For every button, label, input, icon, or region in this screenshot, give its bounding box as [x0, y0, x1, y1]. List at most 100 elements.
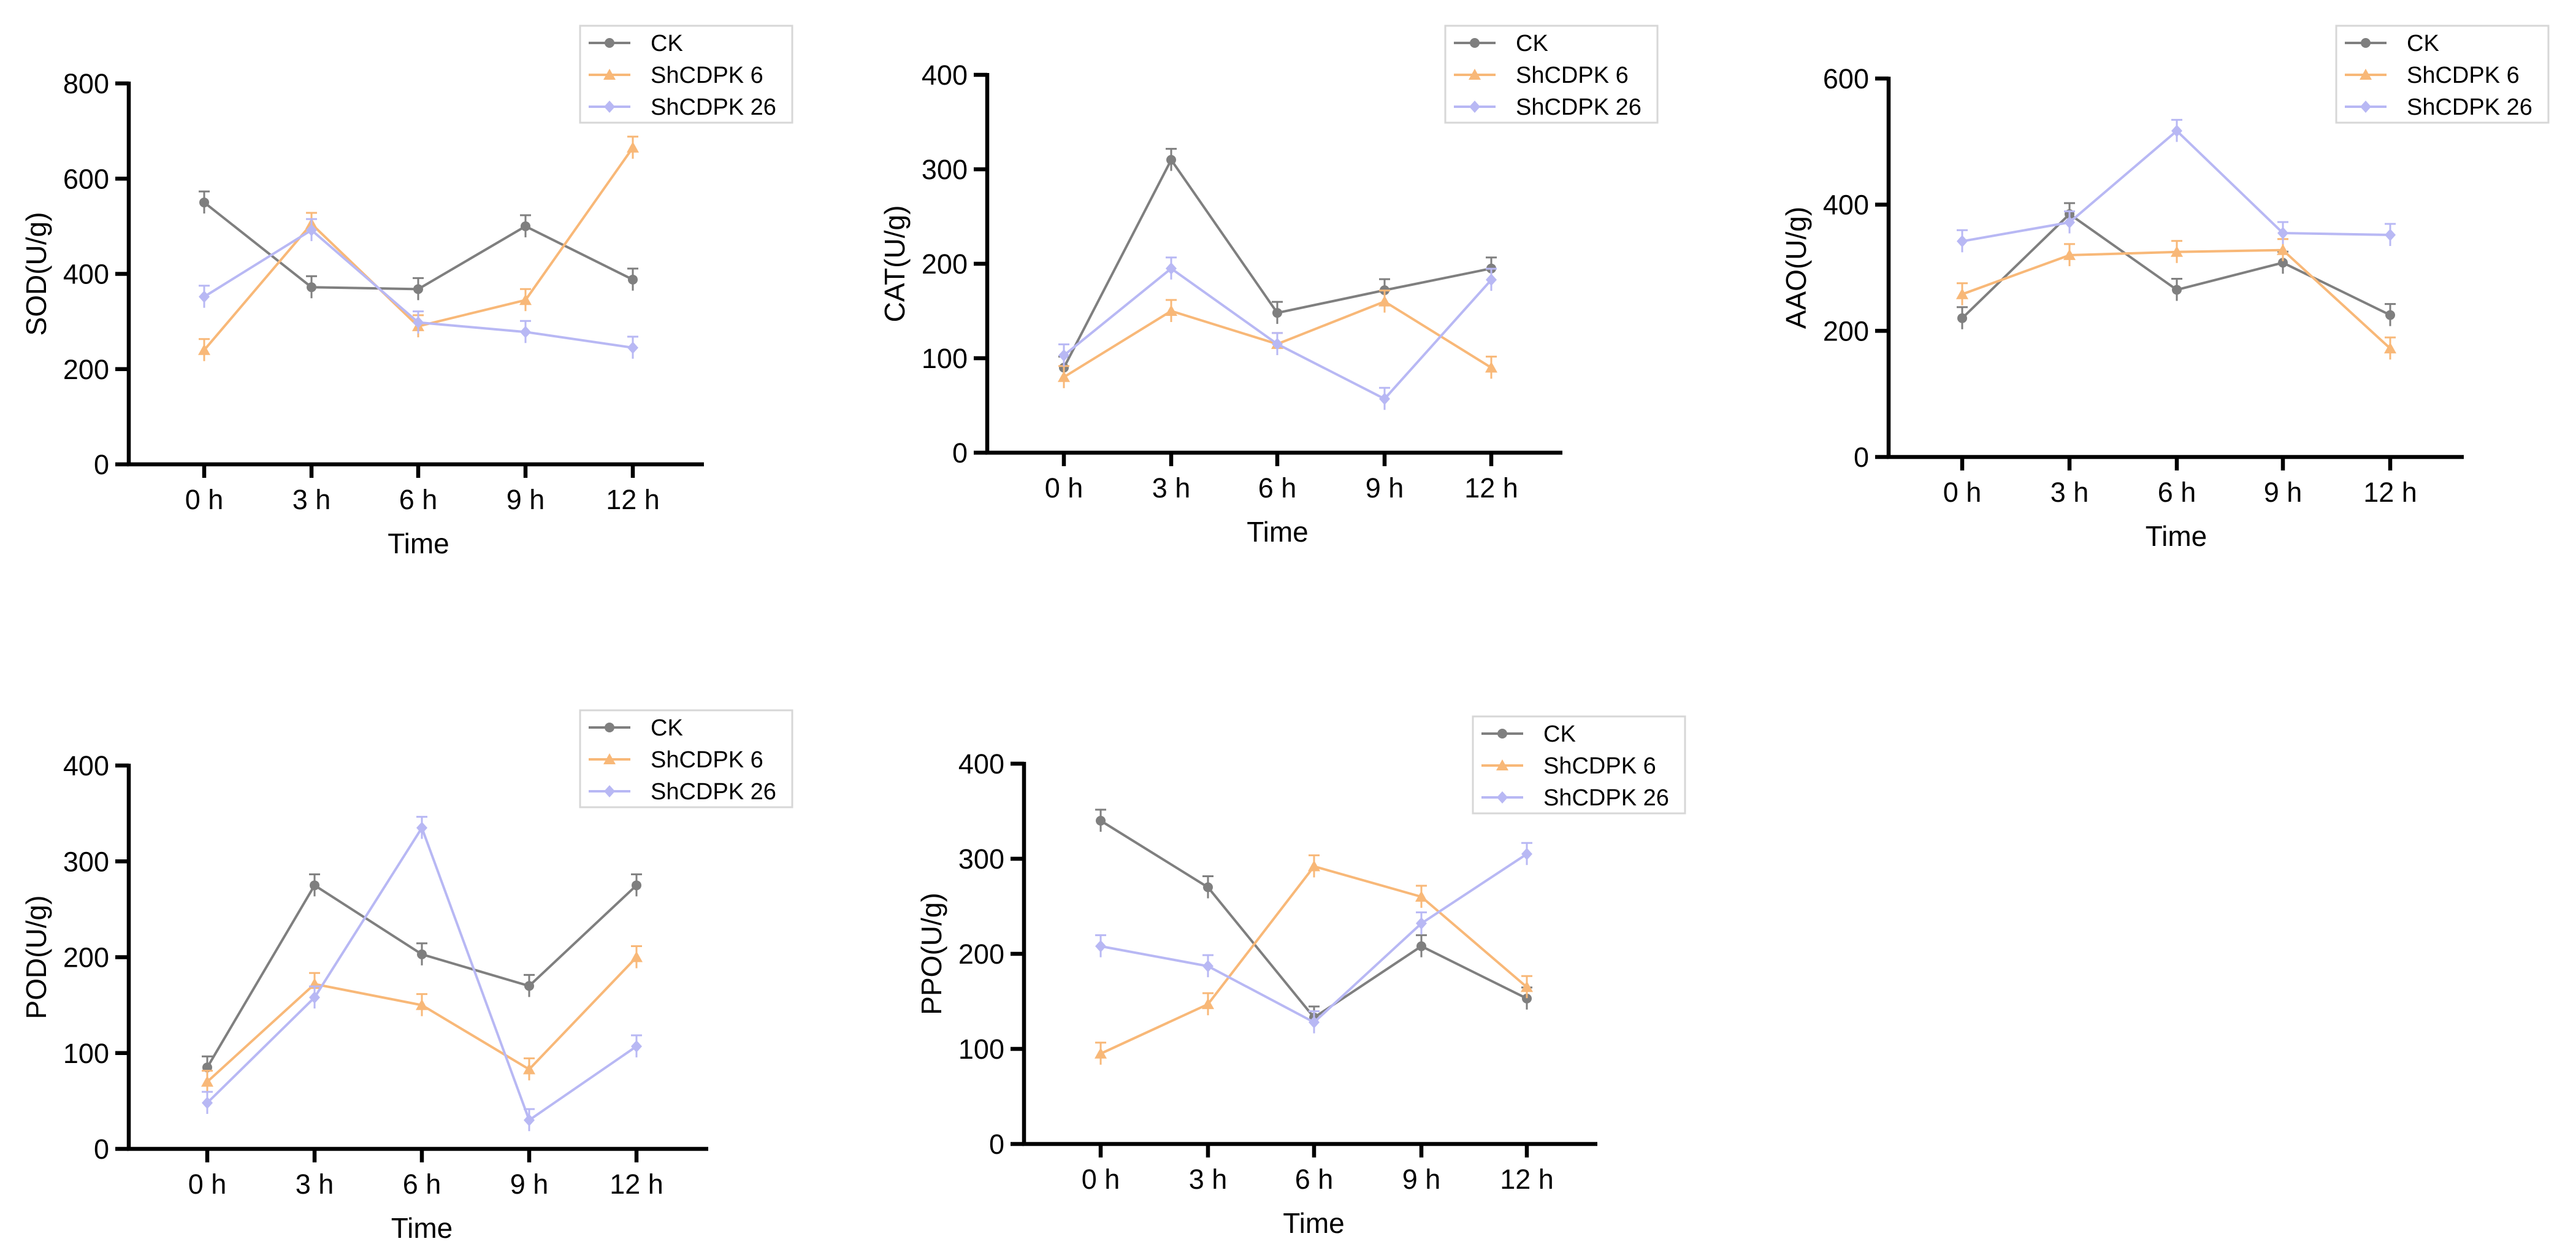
x-tick-label: 0 h	[188, 1169, 227, 1200]
data-point	[1416, 941, 1426, 951]
data-point	[519, 294, 532, 305]
data-point	[1058, 370, 1070, 382]
data-point	[417, 949, 427, 959]
legend-label: ShCDPK 6	[1543, 753, 1656, 779]
y-tick-label: 100	[958, 1034, 1004, 1065]
legend-label: CK	[651, 715, 683, 741]
data-point	[1521, 981, 1533, 992]
data-point	[1203, 882, 1213, 892]
data-point	[2385, 229, 2396, 242]
x-tick-label: 9 h	[1366, 472, 1404, 504]
legend-swatch-marker	[604, 101, 615, 113]
data-point	[2384, 342, 2396, 354]
data-point	[524, 981, 534, 991]
legend-swatch-marker	[1469, 69, 1481, 80]
x-tick-label: 6 h	[403, 1169, 441, 1200]
chart-panel-4: 0 100 200 300 400 0 h 3 h 6 h 9 h 12 h Time POD(U/g…	[20, 709, 793, 1244]
data-point	[2171, 245, 2183, 257]
legend-swatch-marker	[1497, 791, 1508, 804]
y-tick-label: 100	[922, 343, 968, 374]
legend-label: ShCDPK 26	[1516, 94, 1642, 120]
data-point	[627, 141, 639, 153]
y-tick-label: 800	[63, 68, 109, 99]
x-tick-label: 3 h	[296, 1169, 334, 1200]
chart-panel-1: 0 200 400 600 800 0 h 3 h 6 h 9 h 12 h Time SOD(U/g…	[20, 25, 793, 559]
chart-panel-2: 0 100 200 300 400 0 h 3 h 6 h 9 h 12 h Time CAT(U/g…	[879, 25, 1659, 548]
legend: CK ShCDPK 6 ShCDPK 26	[579, 709, 793, 808]
data-point	[310, 880, 319, 891]
legend-label: ShCDPK 26	[1543, 785, 1669, 811]
data-point	[1309, 1016, 1320, 1029]
x-tick-label: 6 h	[2158, 477, 2196, 508]
data-point	[1957, 235, 1968, 248]
y-tick-label: 200	[958, 938, 1004, 970]
legend-swatch-marker	[604, 785, 615, 797]
data-point	[2171, 125, 2182, 137]
y-tick-label: 200	[63, 942, 109, 973]
legend-swatch-marker	[1470, 38, 1480, 48]
x-tick-label: 3 h	[1152, 472, 1191, 504]
data-point	[309, 991, 320, 1004]
data-point	[2172, 285, 2182, 295]
legend-label: ShCDPK 6	[1516, 63, 1629, 88]
x-tick-label: 0 h	[1045, 472, 1084, 504]
y-axis-title: POD(U/g)	[20, 896, 52, 1019]
legend-swatch-marker	[1497, 729, 1507, 739]
series-ck	[1095, 808, 1532, 1029]
data-point	[1416, 917, 1427, 930]
legend-swatch-marker	[2360, 101, 2371, 113]
series-shcdpk-26	[202, 816, 642, 1132]
legend-swatch-marker	[605, 723, 614, 732]
y-axis-title: PPO(U/g)	[915, 892, 947, 1015]
legend-swatch-marker	[2360, 69, 2372, 80]
data-point	[1272, 337, 1283, 350]
series-line	[206, 956, 638, 1083]
x-tick-label: 9 h	[2264, 477, 2303, 508]
y-tick-label: 0	[989, 1129, 1004, 1160]
data-point	[307, 282, 316, 293]
data-point	[1521, 848, 1532, 861]
y-tick-label: 300	[63, 846, 109, 877]
y-tick-label: 400	[63, 259, 109, 290]
data-point	[202, 1097, 213, 1109]
data-point	[1096, 816, 1106, 826]
data-point	[198, 343, 210, 355]
y-axis-title: SOD(U/g)	[20, 212, 52, 336]
y-tick-label: 400	[63, 750, 109, 781]
legend-label: CK	[1516, 31, 1548, 56]
series-line	[1099, 819, 1527, 1019]
data-point	[1058, 349, 1069, 362]
data-point	[2277, 226, 2288, 239]
y-tick-label: 0	[94, 449, 109, 480]
data-point	[1166, 155, 1176, 165]
x-tick-label: 9 h	[506, 484, 545, 515]
data-point	[1522, 993, 1532, 1004]
y-axis-title: CAT(U/g)	[879, 205, 911, 323]
data-point	[2063, 248, 2076, 260]
y-tick-label: 0	[94, 1134, 109, 1165]
x-tick-label: 0 h	[1082, 1164, 1120, 1195]
series-ck	[202, 873, 642, 1079]
series-shcdpk-6	[1956, 238, 2396, 360]
legend: CK ShCDPK 6 ShCDPK 26	[579, 25, 793, 124]
legend-label: ShCDPK 26	[651, 94, 776, 120]
data-point	[1957, 313, 1967, 323]
legend-label: CK	[651, 31, 683, 56]
x-tick-label: 6 h	[1258, 472, 1297, 504]
legend-swatch-marker	[1496, 759, 1508, 770]
data-point	[413, 316, 424, 329]
data-point	[416, 821, 427, 834]
data-point	[631, 1040, 642, 1053]
y-tick-label: 600	[1823, 63, 1869, 94]
legend-swatch-marker	[1469, 101, 1480, 113]
data-point	[416, 999, 428, 1010]
legend: CK ShCDPK 6 ShCDPK 26	[1472, 715, 1686, 815]
y-tick-label: 0	[1854, 442, 1869, 473]
y-tick-label: 0	[952, 437, 968, 469]
x-tick-label: 3 h	[2050, 477, 2089, 508]
data-point	[1486, 274, 1497, 286]
series-line	[1100, 853, 1528, 1024]
data-point	[1379, 393, 1390, 405]
series-ck	[199, 190, 638, 301]
